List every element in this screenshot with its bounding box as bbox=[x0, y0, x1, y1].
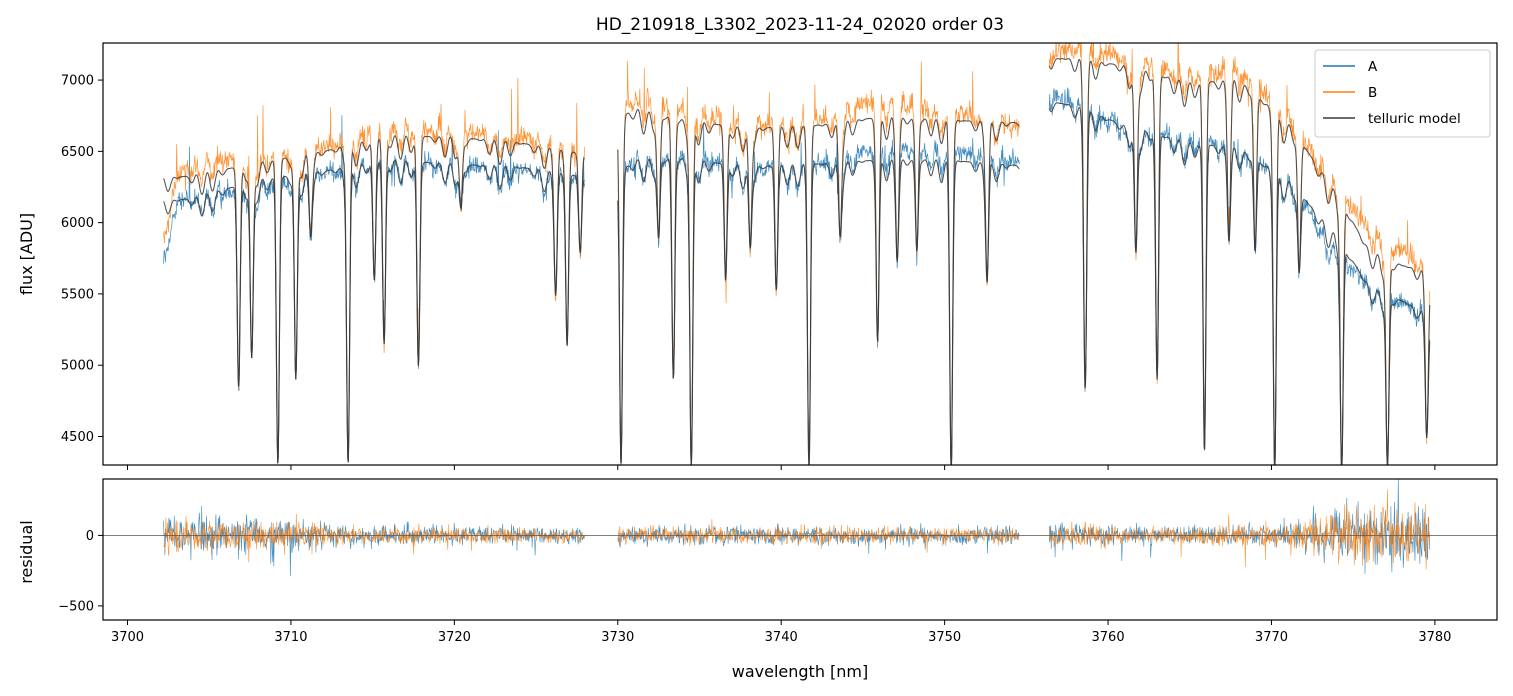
bottom-y-tick-label: −500 bbox=[58, 599, 94, 614]
bottom-panel: −5000 3700 3710 3720 3730 3740 3750 3760 3770 37… bbox=[17, 478, 1498, 681]
series-a-segment-3 bbox=[1048, 87, 1431, 465]
legend-label-b: B bbox=[1368, 85, 1377, 101]
bottom-x-tick-label: 3750 bbox=[928, 630, 961, 645]
top-y-tick-label: 5000 bbox=[61, 359, 94, 374]
bottom-x-tick-label: 3720 bbox=[438, 630, 471, 645]
telluric-model-high-segment-2 bbox=[617, 108, 1020, 465]
top-plot-area bbox=[163, 43, 1431, 465]
legend-box bbox=[1314, 49, 1491, 138]
residual-b-segment-2 bbox=[617, 518, 1020, 553]
bottom-x-tick-label: 3710 bbox=[274, 630, 307, 645]
legend-label-a: A bbox=[1368, 59, 1378, 75]
top-y-tick-label: 7000 bbox=[61, 74, 94, 89]
top-y-axis-label: flux [ADU] bbox=[17, 213, 36, 295]
x-axis-label: wavelength [nm] bbox=[732, 662, 869, 681]
bottom-x-tick-label: 3760 bbox=[1092, 630, 1125, 645]
series-b-segment-3 bbox=[1048, 43, 1431, 465]
bottom-x-tick-label: 3700 bbox=[111, 630, 144, 645]
top-axes-frame bbox=[102, 42, 1498, 466]
top-y-tick-label: 6500 bbox=[61, 145, 94, 160]
top-plot-background bbox=[103, 43, 1497, 465]
bottom-plot-background bbox=[103, 479, 1497, 620]
top-panel: 4500 5000 5500 6000 6500 7000 flux [ADU] A B … bbox=[17, 42, 1498, 470]
bottom-x-tick-label: 3770 bbox=[1255, 630, 1288, 645]
telluric-model-high-segment-1 bbox=[163, 135, 585, 464]
top-y-tick-label: 5500 bbox=[61, 287, 94, 302]
top-y-ticks: 4500 5000 5500 6000 6500 7000 bbox=[61, 74, 103, 445]
residual-b-segment-3 bbox=[1048, 489, 1430, 570]
top-y-tick-label: 6000 bbox=[61, 216, 94, 231]
bottom-y-axis-label: residual bbox=[17, 520, 36, 583]
top-y-tick-label: 4500 bbox=[61, 430, 94, 445]
bottom-x-tick-label: 3730 bbox=[601, 630, 634, 645]
bottom-x-tick-label: 3740 bbox=[765, 630, 798, 645]
telluric-model-high-segment-3 bbox=[1048, 58, 1431, 465]
chart-title: HD_210918_L3302_2023-11-24_02020 order 0… bbox=[596, 15, 1004, 35]
bottom-x-ticks: 3700 3710 3720 3730 3740 3750 3760 3770 3780 bbox=[111, 620, 1451, 645]
residual-b-segment-1 bbox=[163, 513, 585, 563]
legend: A B telluric model bbox=[1314, 49, 1491, 138]
legend-label-telluric: telluric model bbox=[1368, 111, 1461, 127]
bottom-y-tick-label: 0 bbox=[86, 529, 94, 544]
telluric-model-low-segment-3 bbox=[1048, 102, 1431, 465]
bottom-axes-frame bbox=[102, 478, 1498, 621]
bottom-plot-area bbox=[163, 479, 1430, 577]
bottom-x-tick-label: 3780 bbox=[1418, 630, 1451, 645]
bottom-y-ticks: −500 0 bbox=[58, 529, 103, 614]
top-x-ticks bbox=[127, 465, 1436, 470]
